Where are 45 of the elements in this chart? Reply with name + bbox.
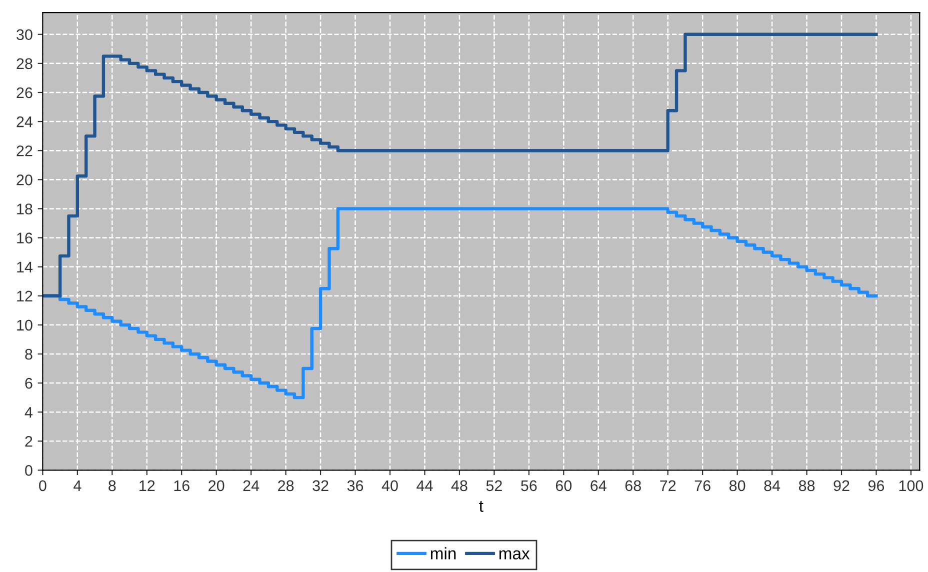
y-tick-label: 18 [17, 204, 32, 214]
y-tick-label: 14 [17, 262, 33, 272]
x-tick-label: 44 [416, 480, 433, 491]
y-tick-label: 24 [16, 116, 33, 128]
x-tick-label: 8 [108, 480, 116, 492]
y-tick-label: 26 [16, 87, 32, 98]
y-tick-label: 4 [24, 407, 33, 418]
y-tick-label: 6 [25, 378, 32, 389]
x-tick-label: 64 [590, 480, 606, 492]
x-tick-label: 60 [556, 480, 572, 492]
y-tick-label: 30 [16, 29, 32, 40]
x-tick-label: 72 [660, 480, 676, 491]
x-tick-label: 12 [140, 480, 155, 491]
x-tick-label: 36 [347, 480, 364, 492]
y-tick-label: 12 [17, 290, 32, 302]
x-tick-label: 88 [798, 480, 815, 492]
x-tick-label: 24 [243, 480, 260, 491]
x-tick-label: 0 [39, 480, 46, 492]
y-tick-label: 20 [16, 174, 32, 186]
y-tick-label: 16 [17, 232, 32, 244]
x-tick-label: 32 [312, 480, 328, 492]
x-tick-label: 68 [625, 480, 641, 492]
x-tick-label: 40 [382, 480, 398, 492]
x-tick-label: 100 [899, 480, 924, 492]
x-tick-label: 16 [174, 480, 190, 492]
x-tick-label: 76 [694, 480, 710, 492]
x-tick-label: 92 [834, 480, 850, 492]
x-axis-title: t [479, 501, 484, 512]
y-tick-label: 0 [25, 465, 32, 476]
legend-label: max [499, 550, 530, 560]
x-tick-label: 20 [208, 480, 224, 492]
x-tick-label: 28 [278, 480, 294, 492]
x-tick-label: 56 [521, 480, 537, 492]
x-tick-label: 96 [868, 480, 884, 492]
y-tick-label: 8 [25, 348, 32, 360]
x-tick-label: 48 [451, 480, 468, 492]
x-tick-label: 84 [764, 480, 780, 492]
x-tick-label: 4 [74, 480, 82, 491]
legend-label: min [430, 547, 456, 560]
y-tick-label: 10 [17, 320, 32, 331]
x-tick-label: 80 [729, 480, 746, 492]
x-tick-label: 52 [486, 480, 502, 492]
y-tick-label: 22 [16, 145, 32, 156]
y-tick-label: 28 [16, 58, 32, 70]
y-tick-label: 2 [25, 436, 32, 447]
